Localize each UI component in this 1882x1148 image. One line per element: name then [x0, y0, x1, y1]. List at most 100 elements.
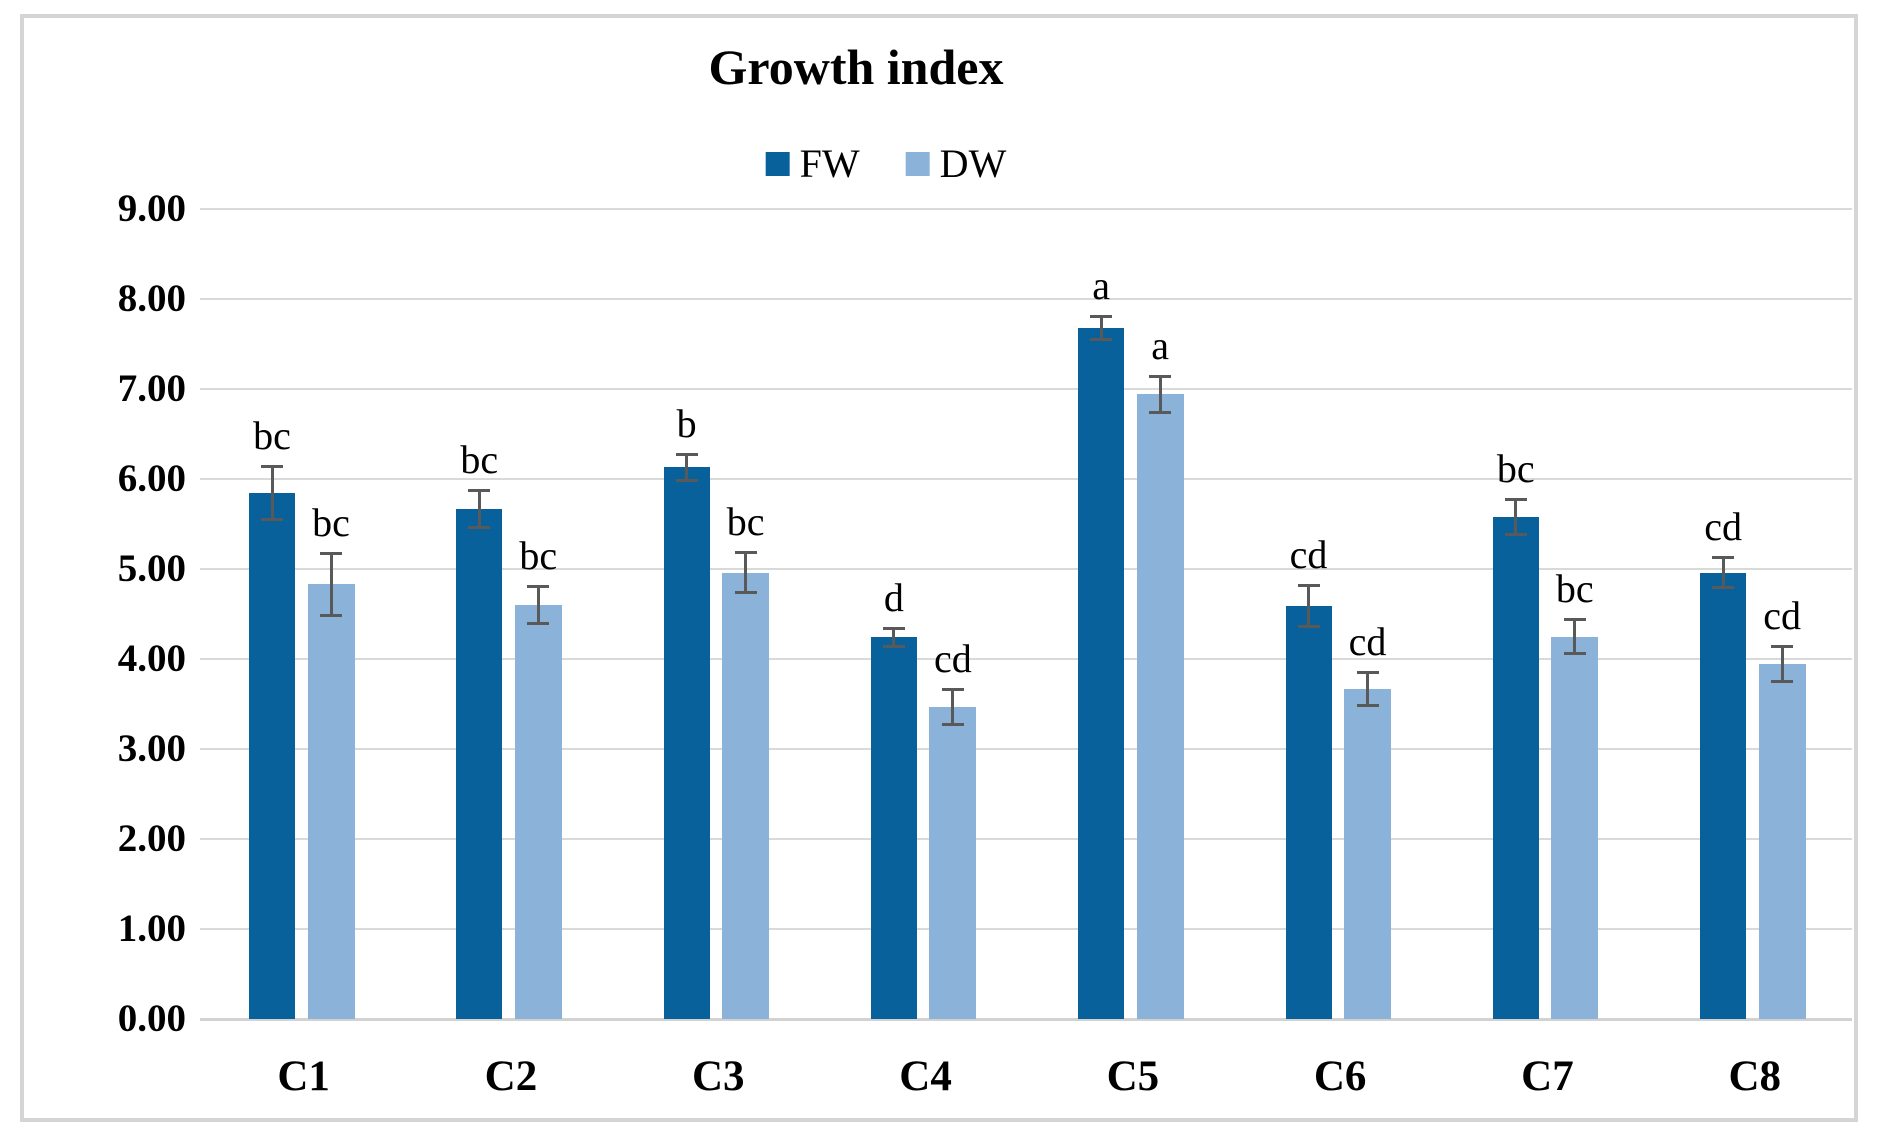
error-bar-cap-top [1771, 645, 1794, 649]
y-axis-tick-label: 7.00 [117, 367, 186, 410]
error-bar-cap-top [1297, 584, 1320, 588]
significance-letter: bc [460, 436, 499, 482]
error-bar-cap-top [1149, 374, 1172, 378]
significance-letter: a [1151, 322, 1170, 368]
error-bar-cap-top [1563, 618, 1586, 622]
gridline [200, 208, 1852, 210]
bar-fw-c2 [456, 508, 503, 1019]
error-bar-cap-bottom [882, 645, 905, 649]
error-bar-cap-bottom [1297, 624, 1320, 628]
error-bar-cap-bottom [1356, 703, 1379, 707]
bar-fw-c5 [1078, 327, 1125, 1019]
significance-letter: cd [1704, 504, 1742, 550]
bar-dw-c2 [514, 605, 562, 1019]
gridline [200, 478, 1852, 480]
error-bar-cap-bottom [1149, 411, 1172, 415]
error-bar [1366, 671, 1369, 706]
legend-item-fw: FW [765, 141, 860, 186]
significance-letter: a [1092, 263, 1111, 309]
gridline [200, 568, 1852, 570]
legend-label-dw: DW [939, 141, 1007, 186]
gridline [200, 658, 1852, 660]
error-bar-cap-top [734, 550, 757, 554]
legend: FW DW [765, 141, 1007, 186]
legend-label-fw: FW [799, 141, 860, 186]
error-bar-cap-bottom [261, 517, 283, 521]
x-axis-tick-label: C8 [1728, 1053, 1782, 1100]
error-bar-cap-top [261, 464, 283, 468]
error-bar-cap-bottom [675, 478, 698, 482]
error-bar-cap-bottom [527, 621, 550, 625]
bar-dw-c7 [1551, 636, 1599, 1019]
x-axis-tick-label: C6 [1313, 1053, 1367, 1100]
error-bar-cap-top [1712, 556, 1735, 560]
error-bar [270, 465, 274, 520]
y-axis-tick-label: 8.00 [117, 277, 186, 320]
error-bar [477, 489, 481, 528]
error-bar [329, 552, 333, 616]
error-bar-cap-bottom [941, 722, 964, 726]
gridline [200, 298, 1852, 300]
error-bar-cap-top [675, 452, 698, 456]
x-axis-tick-label: C5 [1106, 1053, 1160, 1100]
significance-letter: d [883, 574, 904, 620]
significance-letter: cd [1763, 593, 1801, 639]
bar-dw-c1 [307, 584, 355, 1019]
error-bar-cap-bottom [734, 591, 757, 595]
bar-fw-c8 [1700, 572, 1747, 1019]
significance-letter: bc [726, 498, 765, 544]
error-bar-cap-top [1504, 497, 1527, 501]
error-bar [1573, 619, 1577, 654]
x-axis-tick-label: C4 [899, 1053, 952, 1100]
y-axis-tick-label: 6.00 [117, 457, 186, 500]
error-bar [1721, 557, 1725, 588]
error-bar-cap-top [941, 687, 964, 691]
significance-letter: bc [1496, 445, 1535, 491]
x-axis-tick-label: C7 [1521, 1053, 1574, 1100]
chart-title: Growth index [708, 39, 1004, 95]
error-bar-cap-bottom [1504, 532, 1527, 536]
significance-letter: cd [1289, 532, 1328, 578]
error-bar-cap-bottom [1090, 337, 1113, 341]
error-bar-cap-top [882, 626, 905, 630]
gridline [200, 748, 1852, 750]
error-bar [536, 586, 540, 624]
y-axis-tick-label: 3.00 [117, 727, 186, 770]
error-bar [1099, 316, 1103, 340]
significance-letter: bc [1555, 566, 1594, 612]
y-axis-tick-label: 1.00 [117, 907, 186, 950]
error-bar [1158, 375, 1162, 414]
error-bar [744, 551, 748, 594]
error-bar-cap-bottom [320, 613, 342, 617]
error-bar-cap-bottom [1712, 585, 1735, 589]
significance-letter: bc [519, 533, 558, 579]
gridline [200, 388, 1852, 390]
bar-fw-c6 [1285, 605, 1332, 1019]
legend-item-dw: DW [905, 141, 1007, 186]
error-bar-cap-top [1090, 315, 1113, 319]
error-bar-cap-top [320, 551, 342, 555]
significance-letter: cd [1348, 618, 1387, 664]
gridline [200, 838, 1852, 840]
bar-dw-c8 [1758, 664, 1806, 1019]
x-axis-tick-label: C2 [484, 1053, 538, 1100]
error-bar [1514, 498, 1518, 535]
error-bar [1780, 646, 1784, 683]
y-axis-tick-label: 0.00 [117, 997, 186, 1040]
y-axis-tick-label: 5.00 [117, 547, 186, 590]
y-axis-tick-label: 9.00 [117, 187, 186, 230]
bar-dw-c5 [1136, 394, 1184, 1019]
error-bar [685, 453, 689, 481]
x-axis-line [200, 1018, 1852, 1021]
y-axis-tick-label: 2.00 [117, 817, 186, 860]
x-axis-tick-label: C1 [277, 1053, 330, 1100]
legend-swatch-fw [765, 152, 790, 176]
error-bar-cap-top [1356, 670, 1379, 674]
bar-dw-c4 [929, 706, 977, 1019]
bar-dw-c3 [722, 572, 770, 1019]
x-axis-tick-label: C3 [691, 1053, 745, 1100]
significance-letter: bc [253, 412, 291, 458]
significance-letter: bc [312, 499, 350, 545]
error-bar [1307, 585, 1310, 627]
bar-fw-c4 [870, 637, 917, 1019]
